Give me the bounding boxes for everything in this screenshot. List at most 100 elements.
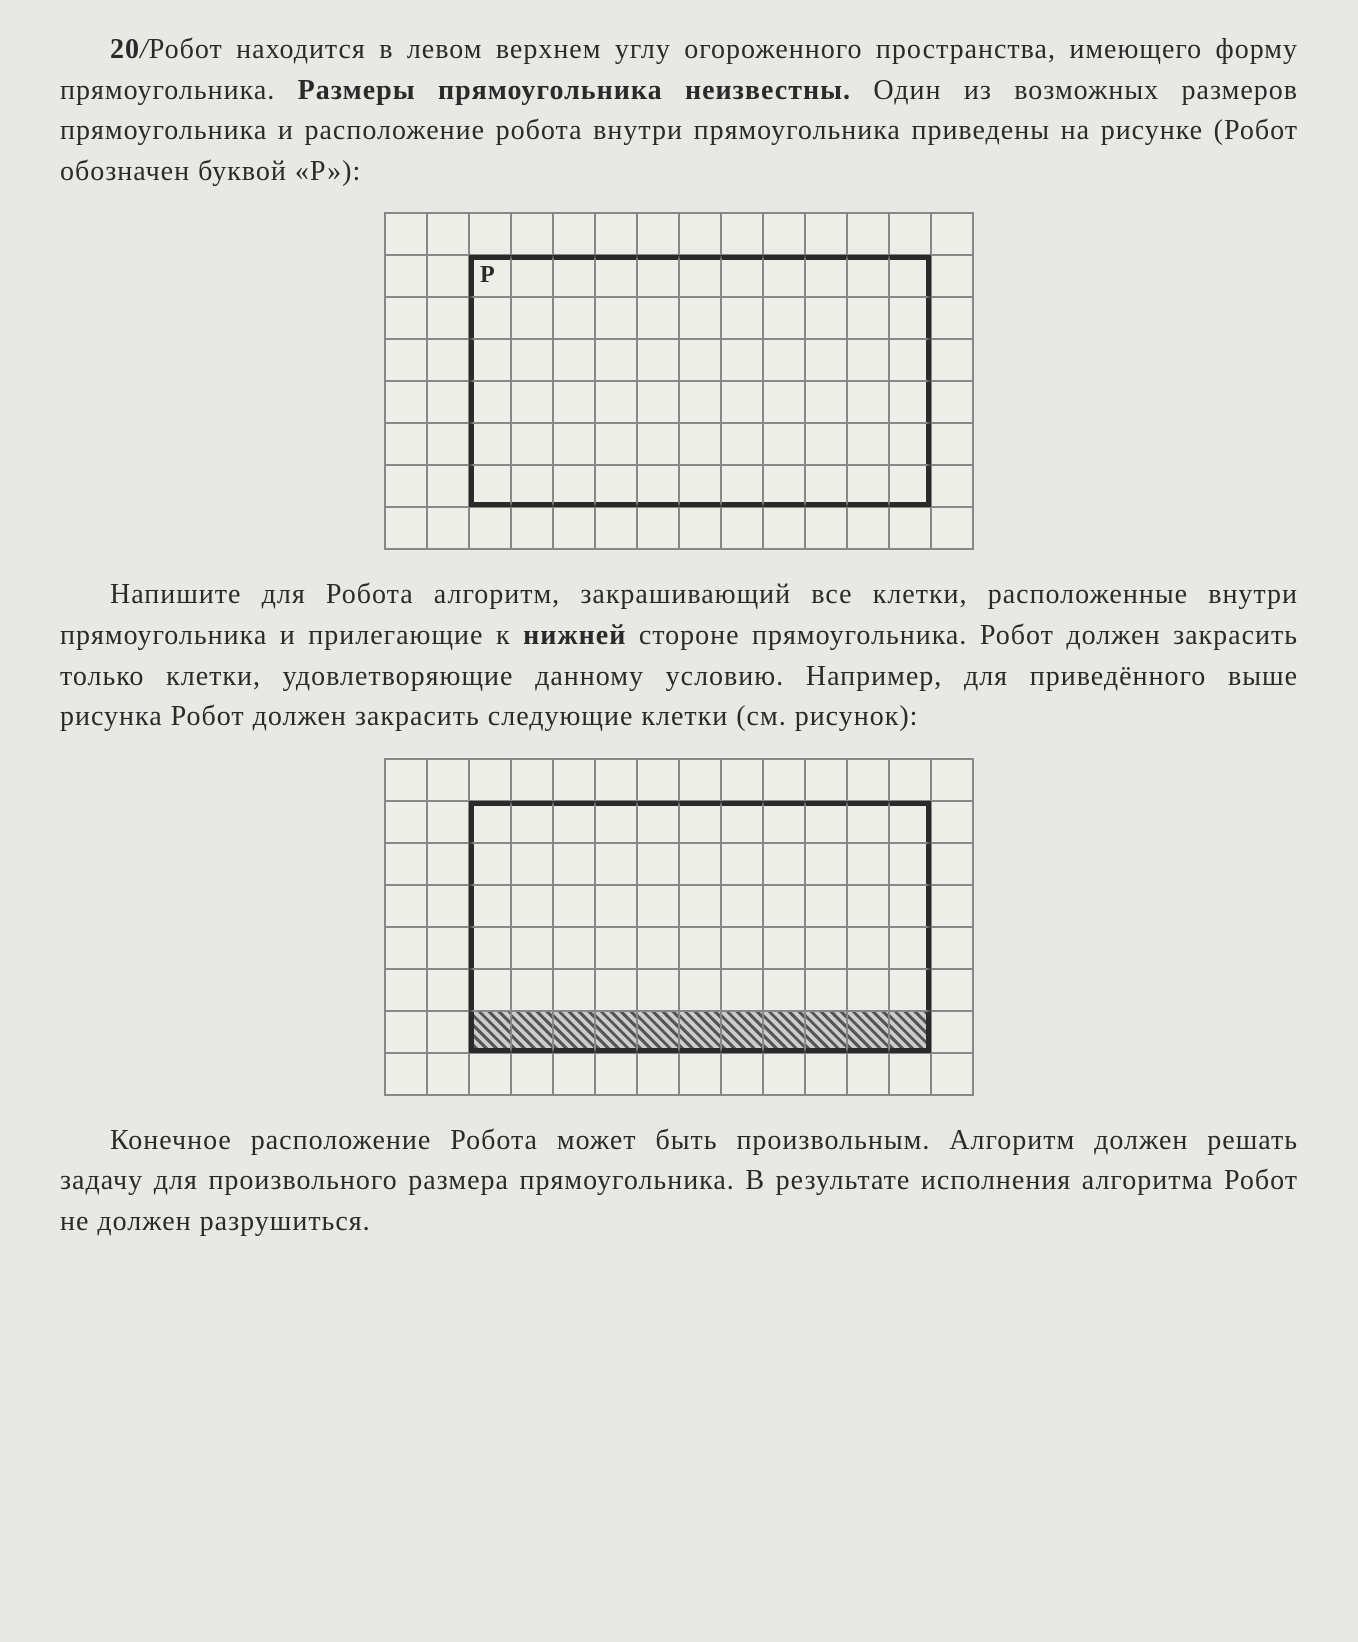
grid-cell: Р [469, 255, 511, 297]
grid-cell [385, 507, 427, 549]
grid-cell [427, 843, 469, 885]
p2-bold-1: нижней [523, 620, 626, 651]
grid-cell [931, 255, 973, 297]
grid-cell [637, 507, 679, 549]
grid-cell [763, 255, 805, 297]
grid-cell [805, 297, 847, 339]
grid-cell [427, 927, 469, 969]
grid-cell [385, 843, 427, 885]
grid-cell [427, 1053, 469, 1095]
grid-cell [805, 213, 847, 255]
grid-cell [931, 213, 973, 255]
grid-cell [469, 927, 511, 969]
grid-cell [721, 843, 763, 885]
grid-cell [679, 423, 721, 465]
grid-cell [847, 255, 889, 297]
grid-cell [385, 1011, 427, 1053]
grid-cell [763, 465, 805, 507]
grid-cell [511, 423, 553, 465]
grid-cell [847, 801, 889, 843]
grid-cell [385, 885, 427, 927]
grid-cell [469, 843, 511, 885]
grid-cell [931, 801, 973, 843]
grid-cell [931, 339, 973, 381]
grid-cell [805, 1053, 847, 1095]
grid-cell [679, 507, 721, 549]
grid-cell [763, 1053, 805, 1095]
grid-cell [763, 213, 805, 255]
grid-cell [511, 1011, 553, 1053]
grid-cell [889, 465, 931, 507]
grid-cell [595, 969, 637, 1011]
grid-cell [595, 801, 637, 843]
grid-cell [847, 213, 889, 255]
grid-cell [553, 969, 595, 1011]
grid-cell [847, 843, 889, 885]
grid-cell [931, 1053, 973, 1095]
grid-cell [805, 801, 847, 843]
grid-cell [637, 1011, 679, 1053]
grid-cell [889, 507, 931, 549]
grid-cell [721, 507, 763, 549]
grid-cell [553, 297, 595, 339]
grid-cell [595, 759, 637, 801]
grid-cell [847, 297, 889, 339]
grid-cell [805, 255, 847, 297]
p1-bold-1: Размеры прямоугольника неизвестны. [298, 75, 851, 106]
grid-cell [553, 927, 595, 969]
slash-mark: / [140, 34, 149, 65]
grid-1: Р [384, 212, 974, 550]
grid-cell [553, 255, 595, 297]
grid-cell [427, 507, 469, 549]
grid-cell [637, 465, 679, 507]
grid-cell [637, 843, 679, 885]
grid-cell [637, 381, 679, 423]
grid-cell [553, 339, 595, 381]
grid-cell [385, 381, 427, 423]
grid-cell [679, 801, 721, 843]
grid-cell [637, 213, 679, 255]
grid-cell [469, 297, 511, 339]
grid-cell [763, 381, 805, 423]
grid-cell [889, 255, 931, 297]
grid-2 [384, 758, 974, 1096]
grid-cell [721, 969, 763, 1011]
grid-cell [931, 297, 973, 339]
grid-cell [847, 885, 889, 927]
grid-cell [889, 927, 931, 969]
grid-cell [721, 759, 763, 801]
grid-cell [931, 969, 973, 1011]
grid-cell [763, 339, 805, 381]
grid-cell [511, 759, 553, 801]
grid-cell [847, 759, 889, 801]
grid-cell [595, 339, 637, 381]
grid-cell [427, 801, 469, 843]
grid-cell [805, 465, 847, 507]
grid-cell [763, 297, 805, 339]
grid-cell [511, 1053, 553, 1095]
paragraph-2: Напишите для Робота алгоритм, закрашиваю… [60, 575, 1298, 737]
problem-number: 20/ [110, 34, 149, 65]
grid-cell [469, 465, 511, 507]
grid-cell [889, 1011, 931, 1053]
grid-cell [763, 801, 805, 843]
grid-cell [931, 423, 973, 465]
grid-cell [553, 1053, 595, 1095]
grid-cell [931, 927, 973, 969]
grid-cell [511, 297, 553, 339]
grid-cell [931, 465, 973, 507]
grid-cell [595, 1053, 637, 1095]
robot-marker: Р [480, 262, 495, 289]
grid-cell [469, 1053, 511, 1095]
grid-cell [511, 969, 553, 1011]
grid-cell [889, 297, 931, 339]
grid-cell [805, 423, 847, 465]
grid-cell [469, 213, 511, 255]
grid-cell [385, 927, 427, 969]
grid-cell [595, 255, 637, 297]
grid-cell [637, 339, 679, 381]
grid-cell [721, 297, 763, 339]
grid-cell [427, 969, 469, 1011]
grid-cell [595, 297, 637, 339]
grid-cell [931, 381, 973, 423]
